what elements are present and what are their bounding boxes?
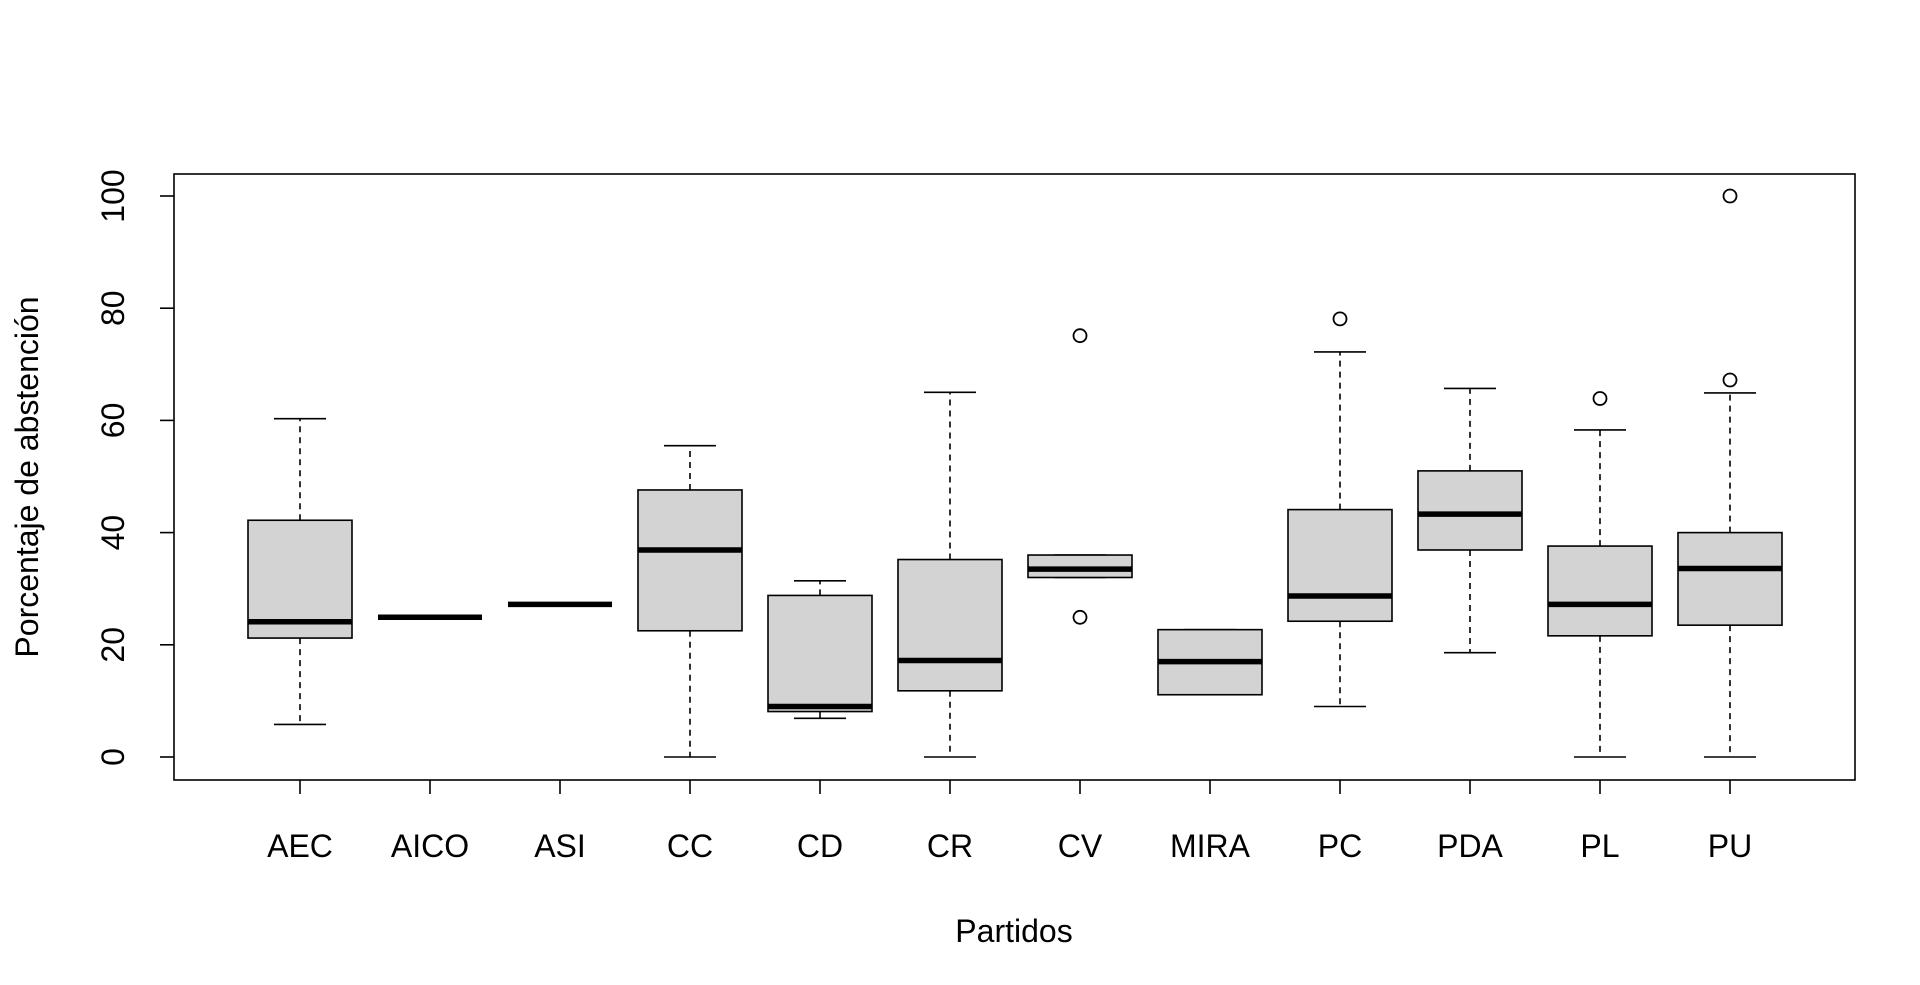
box-cr [897, 391, 1003, 758]
x-tick-label-cv: CV [1058, 828, 1103, 864]
box-mira [1157, 628, 1263, 696]
x-axis-label: Partidos [955, 913, 1072, 949]
box-pc [1287, 311, 1393, 708]
y-axis: 0 20 40 60 80 100 [95, 169, 174, 766]
iqr-box-cc [637, 489, 743, 632]
iqr-box-pc [1287, 508, 1393, 623]
box-cv [1027, 328, 1133, 625]
x-tick-label-pu: PU [1708, 828, 1752, 864]
box-pl [1547, 391, 1653, 758]
y-tick-label-80: 80 [95, 290, 131, 326]
plot-frame [173, 173, 1856, 781]
outlier-cv-0 [1072, 328, 1088, 344]
y-axis-label: Porcentaje de abstención [9, 296, 45, 657]
y-tick-label-40: 40 [95, 515, 131, 551]
box-pda [1417, 387, 1523, 654]
x-tick-label-pl: PL [1580, 828, 1619, 864]
x-tick-label-cr: CR [927, 828, 973, 864]
x-tick-label-cc: CC [667, 828, 713, 864]
x-tick-label-aec: AEC [267, 828, 333, 864]
iqr-box-pl [1547, 545, 1653, 637]
x-tick-label-asi: ASI [534, 828, 586, 864]
y-tick-label-100: 100 [95, 169, 131, 222]
outlier-pu-1 [1722, 188, 1738, 204]
outlier-cv-1 [1072, 609, 1088, 625]
iqr-box-cv [1027, 554, 1133, 579]
box-pu [1677, 188, 1783, 758]
iqr-box-pu [1677, 531, 1783, 626]
y-tick-label-60: 60 [95, 403, 131, 439]
box-cc [637, 444, 743, 758]
y-tick-label-20: 20 [95, 627, 131, 663]
x-tick-label-mira: MIRA [1170, 828, 1251, 864]
outlier-pc-0 [1332, 311, 1348, 327]
x-tick-label-aico: AICO [391, 828, 469, 864]
x-tick-label-pc: PC [1318, 828, 1362, 864]
iqr-box-pda [1417, 470, 1523, 551]
x-tick-label-pda: PDA [1437, 828, 1503, 864]
x-tick-label-cd: CD [797, 828, 843, 864]
box-cd [767, 580, 873, 720]
x-axis: AEC AICO ASI CC CD CR CV MIRA PC PDA PL PU [267, 780, 1752, 864]
iqr-box-aec [247, 519, 353, 639]
outlier-pu-0 [1722, 372, 1738, 388]
box-aec [247, 417, 353, 726]
boxes-group [247, 188, 1783, 758]
iqr-box-cd [767, 594, 873, 713]
outlier-pl-0 [1592, 391, 1608, 406]
iqr-box-cr [897, 558, 1003, 692]
y-tick-label-0: 0 [95, 748, 131, 766]
